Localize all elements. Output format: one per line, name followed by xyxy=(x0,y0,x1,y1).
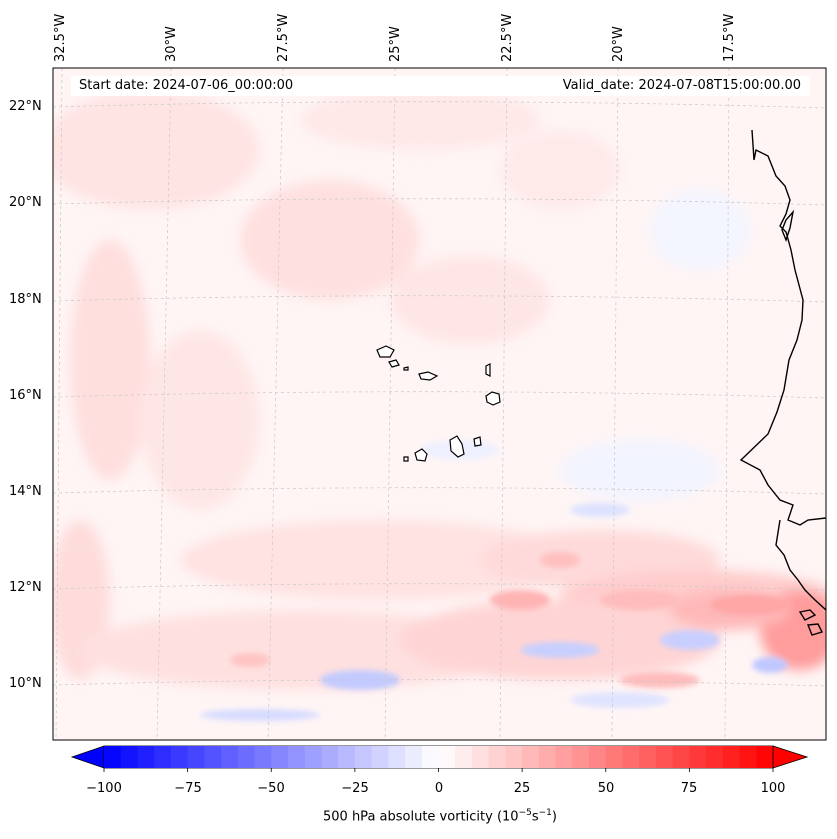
graticule xyxy=(53,68,826,740)
lon-label-22-5w: 22.5°W xyxy=(500,13,515,62)
colorbar-step xyxy=(706,746,724,768)
negative-vorticity-bands xyxy=(200,440,788,721)
colorbar-step xyxy=(739,746,757,768)
colorbar-title-prefix: 500 hPa absolute vorticity (10 xyxy=(323,809,519,825)
colorbar-tick-label: 100 xyxy=(760,781,786,796)
colorbar-step xyxy=(756,746,774,768)
lon-label-17-5w: 17.5°W xyxy=(722,13,737,62)
colorbar-step xyxy=(338,746,356,768)
colorbar xyxy=(70,745,809,772)
coastline xyxy=(739,129,826,636)
colorbar-step xyxy=(287,746,306,768)
colorbar-ticks xyxy=(103,768,774,772)
lat-label-14n: 14°N xyxy=(9,484,42,499)
colorbar-tick-label: 25 xyxy=(513,781,531,796)
lon-label-27-5w: 27.5°W xyxy=(276,13,291,62)
colorbar-tick-label: −75 xyxy=(174,781,202,796)
colorbar-tick-label: 0 xyxy=(434,781,444,796)
colorbar-step xyxy=(538,746,557,768)
colorbar-tick-label: 75 xyxy=(680,781,698,796)
start-date-label: Start date: 2024-07-06_00:00:00 xyxy=(79,78,294,93)
colorbar-step xyxy=(388,746,406,768)
colorbar-step xyxy=(405,746,423,768)
lon-label-25w: 25°W xyxy=(388,26,403,62)
colorbar-step xyxy=(354,746,373,768)
colorbar-step xyxy=(438,746,456,768)
colorbar-step xyxy=(639,746,657,768)
colorbar-step xyxy=(204,746,222,768)
lon-label-20w: 20°W xyxy=(611,26,626,62)
colorbar-title-suffix: ) xyxy=(551,809,557,825)
colorbar-tick-label: −25 xyxy=(341,781,369,796)
lat-label-20n: 20°N xyxy=(9,195,42,210)
colorbar-title-exp2: −1 xyxy=(538,808,552,818)
positive-vorticity-cores xyxy=(230,552,790,688)
colorbar-step xyxy=(170,746,189,768)
colorbar-step xyxy=(622,746,640,768)
colorbar-step xyxy=(154,746,172,768)
lat-label-22n: 22°N xyxy=(9,99,42,114)
colorbar-tick-label: 50 xyxy=(597,781,615,796)
colorbar-tick-label: −100 xyxy=(86,781,122,796)
colorbar-step xyxy=(237,746,256,768)
colorbar-step xyxy=(254,746,272,768)
lon-label-30w: 30°W xyxy=(164,26,179,62)
colorbar-step xyxy=(137,746,155,768)
map-frame xyxy=(52,67,827,741)
colorbar-step xyxy=(555,746,573,768)
colorbar-step xyxy=(605,746,623,768)
colorbar-step xyxy=(589,746,607,768)
colorbar-step xyxy=(471,746,490,768)
colorbar-step xyxy=(120,746,138,768)
valid-date-label: Valid_date: 2024-07-08T15:00:00.00 xyxy=(562,78,801,93)
colorbar-step xyxy=(505,746,523,768)
colorbar-max-extend xyxy=(772,745,809,769)
colorbar-step xyxy=(271,746,289,768)
colorbar-title-unit: s xyxy=(531,809,539,825)
colorbar-step xyxy=(104,746,122,768)
lat-label-10n: 10°N xyxy=(9,676,42,691)
colorbar-step xyxy=(488,746,506,768)
colorbar-step xyxy=(722,746,741,768)
colorbar-step xyxy=(221,746,239,768)
colorbar-step xyxy=(304,746,322,768)
colorbar-step xyxy=(421,746,439,768)
colorbar-min-extend xyxy=(70,745,105,769)
lat-label-16n: 16°N xyxy=(9,388,42,403)
colorbar-step xyxy=(572,746,590,768)
colorbar-step xyxy=(689,746,707,768)
colorbar-step xyxy=(187,746,205,768)
colorbar-step xyxy=(371,746,389,768)
lat-label-18n: 18°N xyxy=(9,292,42,307)
colorbar-step xyxy=(455,746,473,768)
colorbar-steps xyxy=(104,746,774,768)
date-banner xyxy=(71,76,810,96)
colorbar-step xyxy=(522,746,540,768)
lon-label-32-5w: 32.5°W xyxy=(53,13,68,62)
colorbar-title-exp1: −5 xyxy=(518,808,532,818)
colorbar-title: 500 hPa absolute vorticity (10−5s−1) xyxy=(0,808,837,824)
colorbar-tick-label: −50 xyxy=(257,781,285,796)
colorbar-step xyxy=(672,746,690,768)
vorticity-field xyxy=(53,90,826,690)
cape-verde-islands xyxy=(376,345,501,462)
lat-label-12n: 12°N xyxy=(9,580,42,595)
colorbar-step xyxy=(321,746,339,768)
colorbar-step xyxy=(655,746,674,768)
